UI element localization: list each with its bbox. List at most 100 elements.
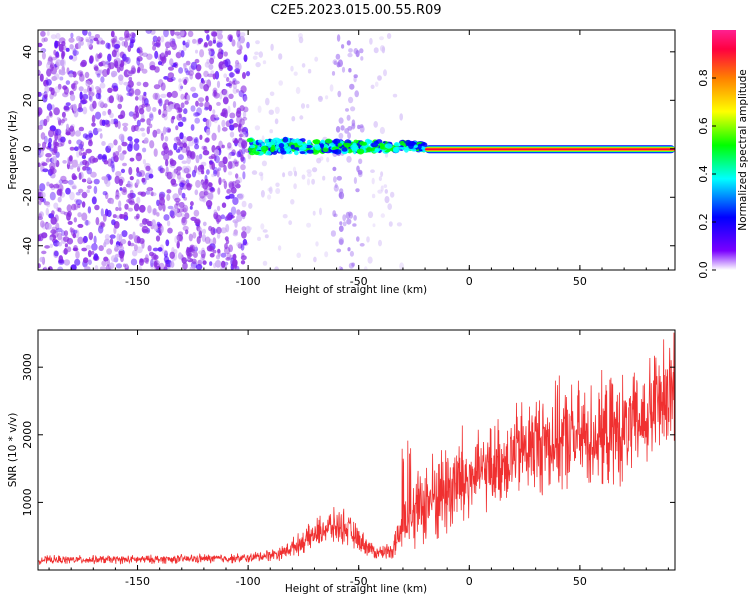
carrier-blob: [393, 142, 401, 147]
faint-noise-blob: [268, 186, 273, 194]
noise-blob: [141, 132, 146, 137]
faint-noise-blob: [359, 125, 365, 133]
faint-noise-blob: [338, 225, 344, 232]
faint-noise-blob: [331, 71, 336, 76]
noise-blob: [226, 214, 232, 221]
noise-blob: [129, 41, 134, 49]
noise-blob: [243, 106, 249, 113]
carrier-blob: [286, 148, 291, 152]
noise-blob: [41, 52, 46, 60]
noise-blob: [185, 70, 191, 76]
noise-blob: [203, 84, 210, 92]
noise-blob: [177, 154, 184, 161]
noise-blob: [188, 233, 193, 242]
noise-blob: [195, 100, 199, 107]
noise-blob: [115, 206, 119, 212]
noise-blob: [84, 71, 90, 79]
noise-blob: [38, 107, 43, 116]
noise-blob: [60, 139, 65, 147]
noise-blob: [82, 30, 88, 36]
noise-blob: [212, 249, 217, 254]
faint-noise-blob: [390, 191, 395, 198]
faint-noise-blob: [314, 56, 319, 62]
noise-blob: [145, 254, 149, 262]
noise-blob: [216, 30, 223, 35]
noise-blob: [82, 166, 87, 171]
noise-blob: [146, 53, 153, 60]
noise-blob: [215, 214, 222, 223]
faint-noise-blob: [342, 221, 347, 227]
noise-blob: [79, 71, 83, 78]
noise-blob: [174, 197, 181, 203]
faint-noise-blob: [258, 51, 263, 58]
noise-blob: [189, 205, 193, 210]
noise-blob: [46, 115, 50, 123]
carrier-blob: [290, 144, 295, 150]
noise-blob: [93, 66, 99, 72]
noise-blob: [160, 35, 165, 43]
noise-blob: [96, 128, 103, 132]
noise-blob: [57, 207, 62, 213]
noise-blob: [72, 175, 78, 180]
noise-blob: [214, 149, 220, 156]
noise-blob: [228, 80, 233, 89]
noise-blob: [138, 107, 145, 115]
y-tick-label: 3000: [21, 353, 34, 381]
faint-noise-blob: [313, 256, 317, 263]
noise-blob: [90, 171, 97, 178]
noise-blob: [136, 47, 141, 54]
noise-blob: [186, 156, 191, 165]
colorbar-tick-label: 0.0: [697, 261, 710, 279]
noise-blob: [131, 125, 136, 133]
noise-blob: [123, 40, 129, 48]
carrier-blob: [322, 147, 329, 152]
noise-blob: [110, 160, 115, 169]
noise-blob: [134, 105, 139, 114]
noise-blob: [157, 247, 163, 252]
faint-noise-blob: [356, 165, 360, 173]
noise-blob: [87, 177, 92, 183]
noise-blob: [45, 79, 52, 86]
snr-panel: -150 -100 -50 0 50 1000 2000 3000 Height of st…: [7, 329, 676, 595]
noise-blob: [194, 112, 201, 117]
noise-blob: [56, 189, 62, 196]
noise-blob: [132, 249, 138, 257]
noise-blob: [169, 103, 176, 110]
snr-y-label: SNR (10 * v/v): [7, 413, 19, 488]
faint-noise-blob: [372, 223, 376, 228]
noise-blob: [53, 250, 59, 257]
noise-blob: [209, 57, 215, 65]
faint-noise-blob: [293, 183, 297, 190]
noise-blob: [69, 165, 74, 170]
noise-blob: [163, 145, 169, 154]
faint-noise-blob: [269, 91, 275, 97]
noise-blob: [95, 58, 100, 62]
faint-noise-blob: [312, 210, 316, 216]
noise-blob: [202, 181, 209, 190]
noise-blob: [58, 37, 66, 44]
noise-blob: [85, 148, 92, 154]
noise-blob: [120, 168, 126, 174]
faint-noise-blob: [293, 71, 298, 76]
noise-blob: [195, 264, 203, 270]
noise-blob: [136, 81, 142, 87]
noise-blob: [171, 90, 178, 98]
noise-blob: [226, 252, 232, 260]
noise-blob: [227, 152, 232, 160]
noise-blob: [230, 206, 237, 215]
noise-blob: [119, 187, 123, 191]
noise-blob: [209, 192, 214, 201]
faint-noise-blob: [348, 96, 354, 104]
faint-noise-blob: [274, 106, 280, 115]
noise-blob: [223, 180, 228, 190]
faint-noise-blob: [333, 60, 337, 66]
noise-blob: [53, 91, 57, 97]
noise-blob: [216, 205, 221, 212]
x-tick-label: -150: [125, 575, 150, 588]
noise-blob: [55, 128, 62, 136]
noise-blob: [105, 42, 110, 49]
noise-blob: [91, 122, 96, 127]
noise-blob: [50, 66, 57, 75]
carrier-blob: [261, 145, 269, 152]
noise-blob: [154, 66, 160, 73]
